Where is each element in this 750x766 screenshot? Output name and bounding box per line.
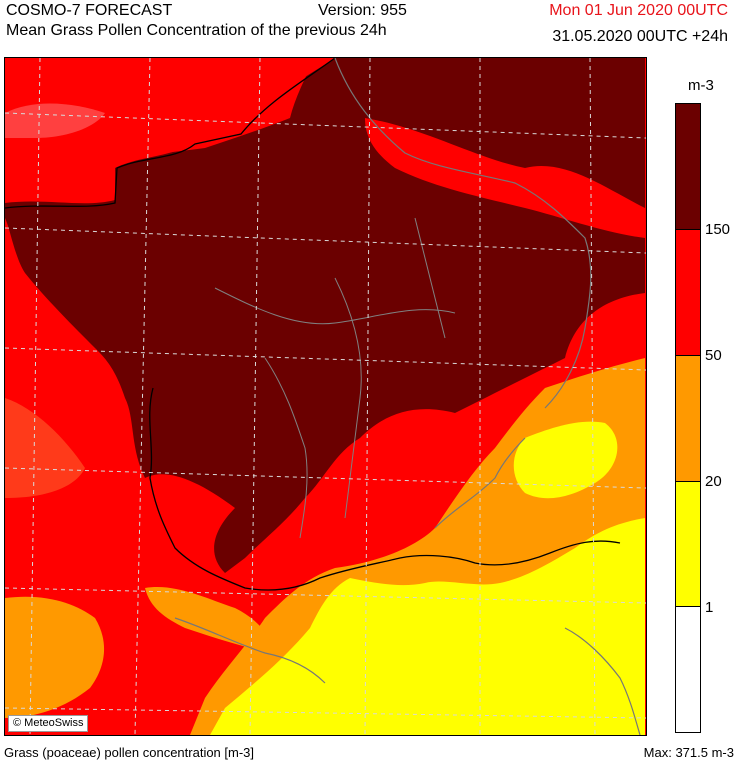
legend-tick-20: 20 [705,473,722,490]
model-title: COSMO-7 FORECAST [6,2,173,19]
zone-moderate-spain [5,596,105,718]
legend-box-none [676,606,700,732]
forecast-date: Mon 01 Jun 2020 00UTC [549,2,728,19]
zone-low-alps [513,421,618,499]
rivers [214,217,456,539]
color-legend [675,103,701,733]
coastline [5,58,621,591]
legend-tick-1: 1 [705,599,714,616]
zone-high-ne [365,118,645,238]
zone-low-se [210,518,645,735]
zone-high-uk [5,58,315,154]
map-graphic [5,58,646,735]
zone-high-biscay [5,398,85,498]
valid-time: 31.05.2020 00UTC +24h [552,28,728,45]
legend-box-low [676,481,700,606]
copyright-label: © MeteoSwiss [8,715,89,732]
version-label: Version: 955 [318,2,407,19]
legend-tick-50: 50 [705,347,722,364]
legend-tick-150: 150 [705,221,731,238]
legend-box-high [676,229,700,355]
legend-box-moderate [676,355,700,481]
border-lines [174,58,641,735]
map-title: Mean Grass Pollen Concentration of the p… [6,22,387,39]
zone-moderate-pyrenees [145,587,275,653]
pollen-map: © MeteoSwiss [4,57,647,736]
footer-description: Grass (poaceae) pollen concentration [m-… [4,745,255,760]
footer-max: Max: 371.5 m-3 [643,745,734,760]
zone-high-channel [5,103,105,138]
legend-unit: m-3 [688,77,714,94]
legend-box-very-high [676,104,700,229]
graticule [5,58,646,735]
